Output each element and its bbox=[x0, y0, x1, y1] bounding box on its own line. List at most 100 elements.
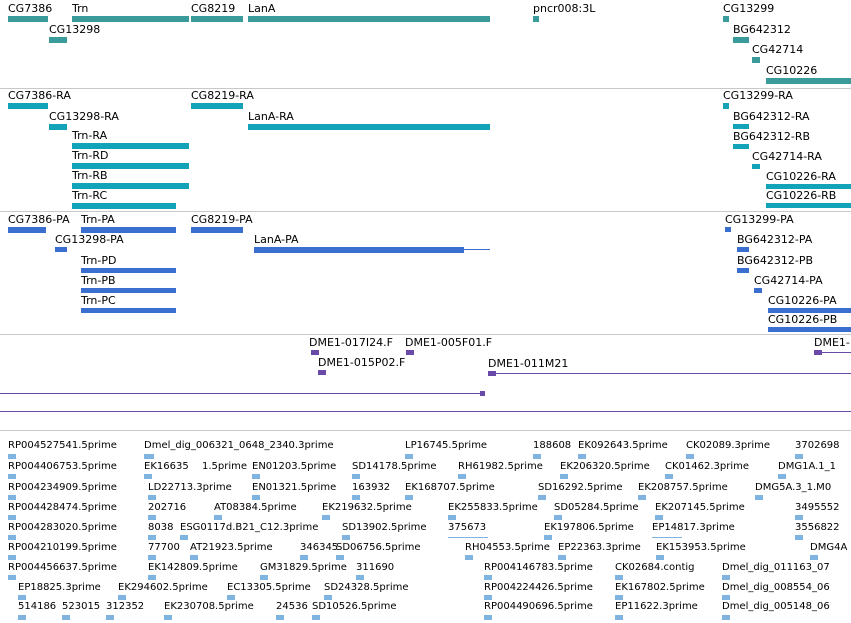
clone-label-dme1-right[interactable]: DME1- bbox=[814, 336, 850, 349]
est-feature[interactable] bbox=[615, 615, 623, 620]
transcript-label-cg8219-ra[interactable]: CG8219-RA bbox=[191, 89, 254, 102]
gene-label-trn[interactable]: Trn bbox=[72, 2, 89, 15]
est-label[interactable]: SD05284.5prime bbox=[554, 502, 639, 513]
est-feature[interactable] bbox=[8, 575, 16, 580]
est-label[interactable]: EK153953.5prime bbox=[656, 542, 746, 553]
est-label[interactable]: CK01462.3prime bbox=[665, 461, 750, 472]
est-label[interactable]: EN01203.5prime bbox=[252, 461, 337, 472]
est-label[interactable]: SD13902.5prime bbox=[342, 522, 427, 533]
est-feature[interactable] bbox=[484, 575, 492, 580]
est-feature[interactable] bbox=[252, 495, 260, 500]
est-feature[interactable] bbox=[190, 555, 198, 560]
est-feature[interactable] bbox=[148, 535, 156, 540]
est-feature[interactable] bbox=[778, 474, 786, 479]
gene-feature-bg642312[interactable] bbox=[733, 37, 749, 43]
transcript-label-bg642312-ra[interactable]: BG642312-RA bbox=[733, 110, 810, 123]
est-label[interactable]: 3495552 bbox=[795, 502, 840, 513]
est-label[interactable]: 8038 bbox=[148, 522, 174, 533]
protein-label-trn-pb[interactable]: Trn-PB bbox=[81, 274, 116, 287]
est-feature[interactable] bbox=[656, 555, 664, 560]
transcript-label-cg10226-ra[interactable]: CG10226-RA bbox=[766, 170, 836, 183]
est-feature[interactable] bbox=[324, 595, 332, 600]
est-feature[interactable] bbox=[448, 515, 456, 520]
est-feature[interactable] bbox=[795, 515, 803, 520]
est-label[interactable]: 188608 bbox=[533, 440, 572, 451]
est-label[interactable]: EK255833.5prime bbox=[448, 502, 538, 513]
est-label[interactable]: LD22713.3prime bbox=[148, 482, 232, 493]
est-feature[interactable] bbox=[722, 595, 730, 600]
est-feature[interactable] bbox=[252, 474, 260, 479]
protein-feature-cg10226-pb[interactable] bbox=[768, 327, 851, 332]
est-label[interactable]: AT21923.5prime bbox=[190, 542, 273, 553]
gene-label-cg7386[interactable]: CG7386 bbox=[8, 2, 53, 15]
est-feature[interactable] bbox=[560, 474, 568, 479]
est-feature[interactable] bbox=[8, 474, 16, 479]
est-feature[interactable] bbox=[214, 515, 222, 520]
gene-feature-cg42714[interactable] bbox=[752, 57, 760, 63]
est-label[interactable]: Dmel_dig_008554_06 bbox=[722, 582, 830, 593]
est-feature[interactable] bbox=[18, 595, 26, 600]
protein-feature-trn-pc[interactable] bbox=[81, 308, 176, 313]
transcript-label-bg642312-rb[interactable]: BG642312-RB bbox=[733, 130, 811, 143]
est-label[interactable]: ESG0117d.B21_C12.3prime bbox=[180, 522, 319, 533]
gene-label-cg13298[interactable]: CG13298 bbox=[49, 23, 101, 36]
est-feature[interactable] bbox=[755, 495, 763, 500]
est-label[interactable]: RP004456637.5prime bbox=[8, 562, 117, 573]
protein-feature-bg642312-pa[interactable] bbox=[737, 247, 749, 252]
est-feature[interactable] bbox=[795, 454, 803, 459]
est-feature[interactable] bbox=[615, 575, 623, 580]
transcript-feature-trn-rd[interactable] bbox=[72, 163, 189, 169]
gene-feature-cg7386[interactable] bbox=[8, 16, 48, 22]
est-feature[interactable] bbox=[144, 474, 152, 479]
est-label[interactable]: RP004490696.5prime bbox=[484, 601, 593, 612]
clone-label-dme1-005f01[interactable]: DME1-005F01.F bbox=[405, 336, 493, 349]
est-label[interactable]: Dmel_dig_005148_06 bbox=[722, 601, 830, 612]
gene-feature-cg13299[interactable] bbox=[723, 16, 729, 22]
est-label[interactable]: 523015 bbox=[62, 601, 101, 612]
est-feature[interactable] bbox=[533, 454, 541, 459]
protein-feature-trn-pa[interactable] bbox=[81, 227, 176, 233]
transcript-label-cg13298-ra[interactable]: CG13298-RA bbox=[49, 110, 119, 123]
est-label[interactable]: CK02089.3prime bbox=[686, 440, 771, 451]
transcript-feature-cg10226-ra[interactable] bbox=[766, 184, 851, 189]
transcript-feature-bg642312-ra[interactable] bbox=[733, 124, 749, 129]
est-feature[interactable] bbox=[336, 555, 344, 560]
est-feature[interactable] bbox=[148, 555, 156, 560]
protein-feature-cg7386-pa[interactable] bbox=[8, 227, 46, 233]
transcript-label-trn-rc[interactable]: Trn-RC bbox=[72, 189, 108, 202]
est-label[interactable]: EK16635 bbox=[144, 461, 189, 472]
gene-label-cg8219[interactable]: CG8219 bbox=[191, 2, 236, 15]
est-feature[interactable] bbox=[148, 515, 156, 520]
est-feature[interactable] bbox=[8, 495, 16, 500]
transcript-feature-cg13298-ra[interactable] bbox=[49, 124, 67, 130]
est-label[interactable]: 77700 bbox=[148, 542, 180, 553]
protein-label-trn-pa[interactable]: Trn-PA bbox=[81, 213, 115, 226]
est-feature[interactable] bbox=[538, 495, 546, 500]
est-feature[interactable] bbox=[686, 454, 694, 459]
est-label[interactable]: 514186 bbox=[18, 601, 57, 612]
protein-label-cg42714-pa[interactable]: CG42714-PA bbox=[754, 274, 823, 287]
est-feature[interactable] bbox=[260, 575, 268, 580]
protein-feature-cg10226-pa[interactable] bbox=[768, 308, 851, 313]
protein-feature-cg42714-pa[interactable] bbox=[754, 288, 762, 293]
est-feature[interactable] bbox=[8, 535, 16, 540]
transcript-label-trn-ra[interactable]: Trn-RA bbox=[72, 129, 108, 142]
est-feature[interactable] bbox=[342, 535, 350, 540]
est-feature[interactable] bbox=[276, 615, 284, 620]
est-feature[interactable] bbox=[810, 555, 818, 560]
est-label[interactable]: 202716 bbox=[148, 502, 187, 513]
protein-feature-bg642312-pb[interactable] bbox=[737, 268, 749, 273]
protein-feature-cg13298-pa[interactable] bbox=[55, 247, 67, 252]
est-feature[interactable] bbox=[554, 515, 562, 520]
est-feature[interactable] bbox=[722, 575, 730, 580]
gene-label-cg42714[interactable]: CG42714 bbox=[752, 43, 804, 56]
est-feature[interactable] bbox=[148, 495, 156, 500]
est-feature[interactable] bbox=[106, 615, 114, 620]
est-label[interactable]: SD16292.5prime bbox=[538, 482, 623, 493]
clone-feature-dme1-017i24[interactable] bbox=[311, 350, 319, 355]
transcript-label-trn-rb[interactable]: Trn-RB bbox=[72, 169, 108, 182]
est-label[interactable]: DMG5A.3_1.M0 bbox=[755, 482, 832, 493]
est-feature[interactable] bbox=[300, 555, 308, 560]
est-feature[interactable] bbox=[795, 535, 803, 540]
gene-label-cg13299[interactable]: CG13299 bbox=[723, 2, 775, 15]
